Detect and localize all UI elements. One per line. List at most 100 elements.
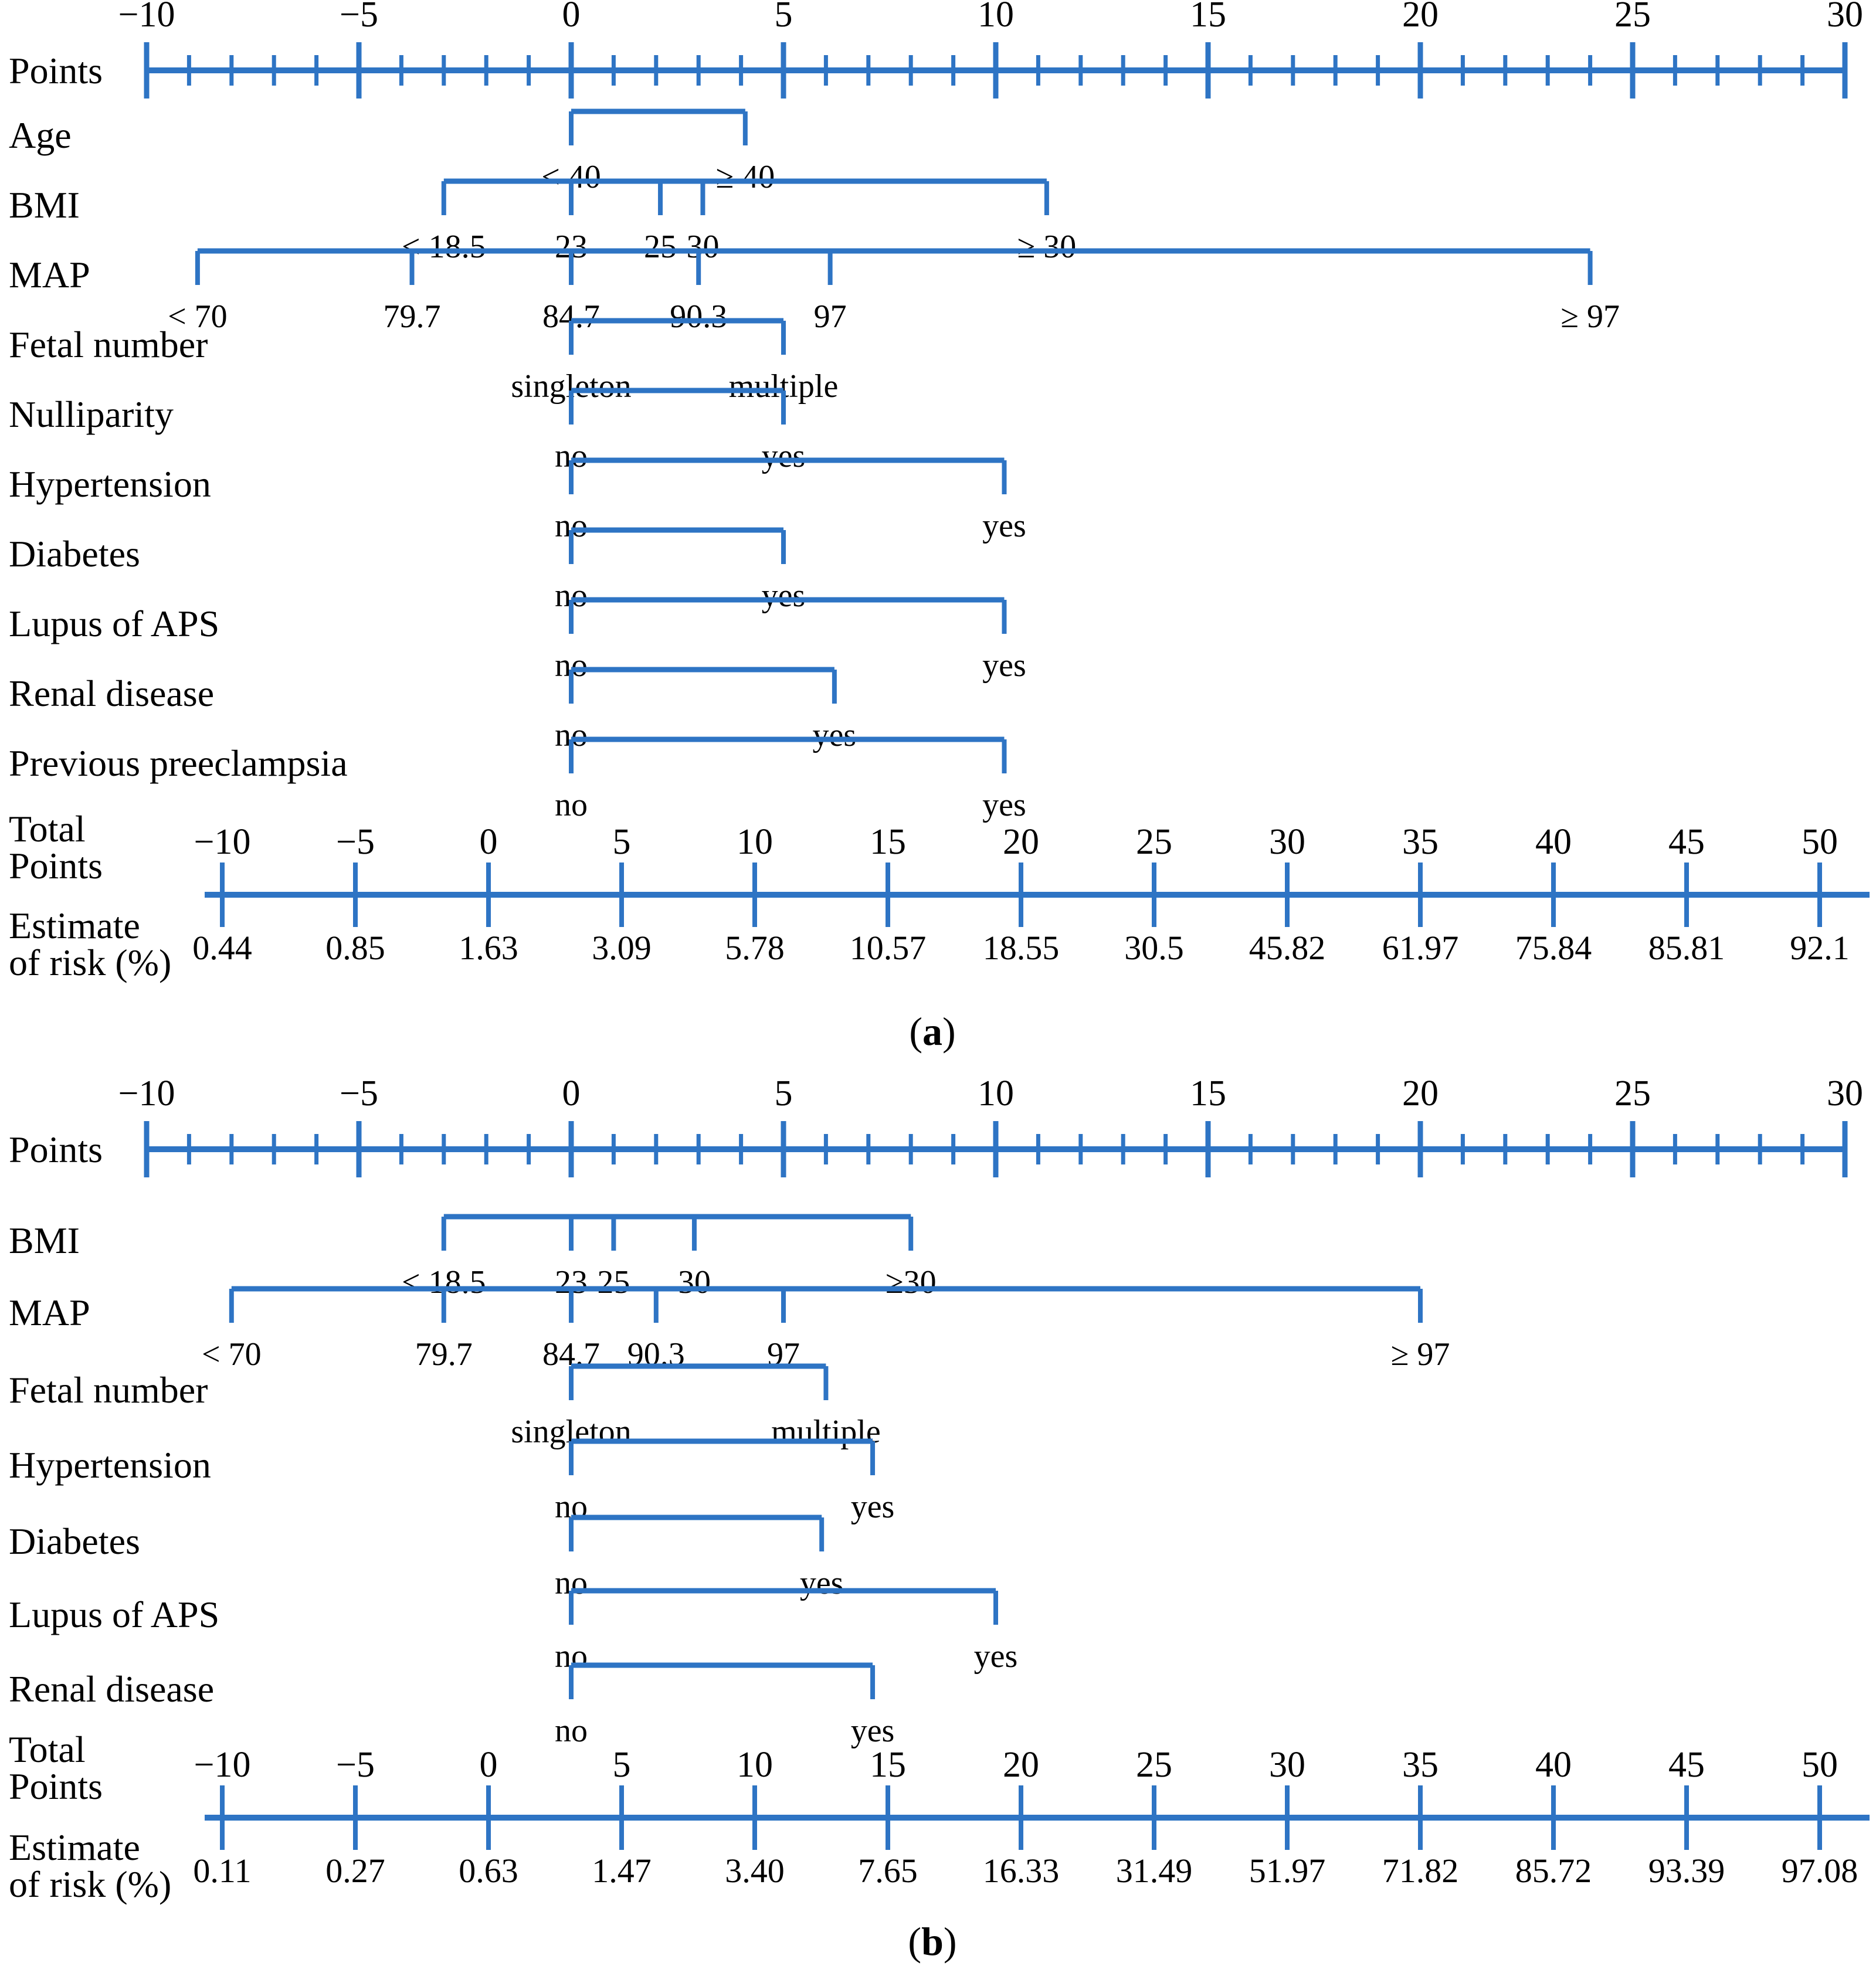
panel-caption: (b) [908,1919,956,1964]
variable-value-label: yes [982,647,1026,684]
variable-value-label: ≥ 30 [1017,229,1077,265]
variable-value-label: yes [813,717,857,753]
risk-label-line2: of risk (%) [9,942,171,983]
variable-value-label: yes [851,1713,895,1749]
variable-row-label: Diabetes [9,1520,140,1562]
variable-row-label: Renal disease [9,1668,214,1710]
total-tick-label: 0 [480,1745,498,1785]
risk-value-label: 0.85 [325,929,385,967]
total-tick-label: 25 [1136,1745,1172,1785]
variable-value-label: yes [982,787,1026,823]
points-axis-label: Points [9,50,103,91]
variable-row-label: Renal disease [9,673,214,714]
points-tick-label: 10 [978,0,1014,35]
risk-value-label: 31.49 [1116,1852,1193,1890]
points-tick-label: −10 [118,1074,175,1113]
risk-value-label: 0.63 [459,1852,518,1890]
variable-value-label: 25 [597,1264,630,1301]
variable-value-label: ≥30 [886,1264,937,1301]
total-tick-label: 0 [480,822,498,862]
risk-value-label: 92.1 [1790,929,1850,967]
risk-value-label: 85.81 [1648,929,1725,967]
variable-value-label: < 70 [168,298,228,335]
total-tick-label: 10 [737,822,773,862]
variable-value-label: ≥ 40 [715,159,775,195]
variable-row-label: Age [9,114,72,156]
variable-row-label: Hypertension [9,1444,211,1486]
variable-value-label: yes [800,1565,844,1601]
variable-value-label: 25 [644,229,677,265]
variable-value-label: < 70 [202,1336,262,1373]
risk-value-label: 51.97 [1249,1852,1326,1890]
risk-value-label: 0.27 [325,1852,385,1890]
risk-value-label: 3.40 [725,1852,785,1890]
variable-row-label: Previous preeclampsia [9,742,348,784]
total-tick-label: 5 [613,822,631,862]
total-points-label-line2: Points [9,1765,103,1807]
risk-value-label: 1.47 [592,1852,652,1890]
variable-value-label: < 18.5 [402,229,486,265]
total-points-label-line1: Total [9,808,86,850]
total-tick-label: 5 [613,1745,631,1785]
total-tick-label: −5 [336,1745,375,1785]
total-tick-label: 10 [737,1745,773,1785]
variable-row-label: Lupus of APS [9,603,219,644]
points-tick-label: 15 [1190,0,1226,35]
risk-value-label: 93.39 [1648,1852,1725,1890]
variable-row-label: Fetal number [9,324,208,365]
points-tick-label: 0 [562,1074,581,1113]
points-tick-label: 20 [1402,1074,1439,1113]
points-tick-label: 5 [775,1074,793,1113]
points-tick-label: 15 [1190,1074,1226,1113]
points-axis-label: Points [9,1129,103,1170]
variable-value-label: yes [982,508,1026,544]
variable-value-label: ≥ 97 [1560,298,1620,335]
risk-value-label: 1.63 [459,929,518,967]
points-tick-label: 5 [775,0,793,35]
variable-value-label: no [555,1713,588,1749]
total-tick-label: 20 [1003,822,1039,862]
points-tick-label: 25 [1614,0,1651,35]
points-tick-label: −5 [340,1074,378,1113]
variable-row-label: MAP [9,254,90,296]
points-tick-label: −10 [118,0,175,35]
variable-row-label: BMI [9,184,80,226]
total-tick-label: 35 [1402,822,1439,862]
variable-value-label: 30 [678,1264,711,1301]
total-tick-label: −10 [194,822,251,862]
points-tick-label: 25 [1614,1074,1651,1113]
total-tick-label: 20 [1003,1745,1039,1785]
total-points-label-line1: Total [9,1729,86,1770]
risk-value-label: 85.72 [1515,1852,1592,1890]
variable-value-label: 79.7 [384,298,441,335]
risk-value-label: 71.82 [1382,1852,1459,1890]
points-tick-label: 10 [978,1074,1014,1113]
risk-label-line1: Estimate [9,1826,140,1868]
points-tick-label: 0 [562,0,581,35]
variable-value-label: yes [851,1489,895,1525]
total-tick-label: 30 [1269,822,1305,862]
variable-value-label: yes [762,578,806,614]
risk-value-label: 75.84 [1515,929,1592,967]
total-tick-label: 50 [1802,822,1838,862]
variable-value-label: 90.3 [670,298,727,335]
variable-value-label: multiple [771,1414,881,1450]
total-tick-label: 15 [870,1745,906,1785]
total-tick-label: 50 [1802,1745,1838,1785]
total-tick-label: 30 [1269,1745,1305,1785]
total-tick-label: 45 [1668,822,1705,862]
variable-value-label: yes [762,438,806,474]
points-tick-label: −5 [340,0,378,35]
risk-value-label: 16.33 [983,1852,1060,1890]
risk-value-label: 3.09 [592,929,652,967]
risk-label-line2: of risk (%) [9,1863,171,1905]
variable-row-label: BMI [9,1220,80,1261]
total-tick-label: 40 [1535,1745,1572,1785]
total-tick-label: 25 [1136,822,1172,862]
variable-value-label: no [555,787,588,823]
total-tick-label: −5 [336,822,375,862]
points-tick-label: 20 [1402,0,1439,35]
risk-value-label: 18.55 [983,929,1060,967]
